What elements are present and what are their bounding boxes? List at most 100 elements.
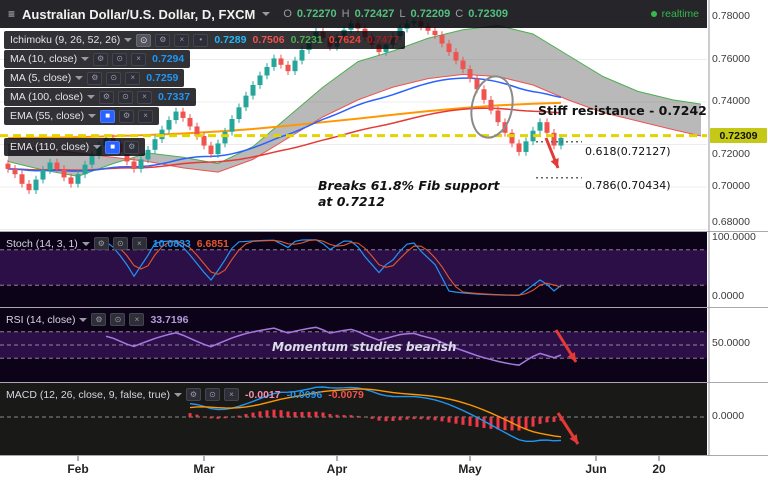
chevron-down-icon[interactable] xyxy=(173,392,182,397)
visibility-icon[interactable]: ⊙ xyxy=(112,237,128,250)
settings-icon[interactable]: ⚙ xyxy=(124,140,140,154)
price-tick: 0.72000 xyxy=(712,148,750,160)
annotation-fib-break[interactable]: Breaks 61.8% Fib support at 0.7212 xyxy=(318,178,500,209)
macd-line-value: -0.0096 xyxy=(286,388,323,401)
low-value: 0.72209 xyxy=(410,8,451,20)
legend-row-ichimoku[interactable]: Ichimoku (9, 26, 52, 26) ⊙ ⚙ × • 0.7289 … xyxy=(4,31,405,49)
chevron-down-icon[interactable] xyxy=(81,241,90,246)
chevron-down-icon[interactable] xyxy=(93,145,102,149)
selected-style-icon[interactable]: ■ xyxy=(105,140,121,154)
price-tick: 0.68000 xyxy=(712,216,750,228)
delete-icon[interactable]: × xyxy=(223,388,239,401)
chevron-down-icon[interactable] xyxy=(75,76,84,80)
settings-icon[interactable]: ⚙ xyxy=(87,71,103,85)
open-label: O xyxy=(283,8,292,20)
visibility-icon[interactable]: ⊙ xyxy=(112,52,128,66)
indicator-label: MA (10, close) xyxy=(10,53,78,65)
stoch-axis-tick: 0.0000 xyxy=(712,290,745,302)
indicator-value: 0.7624 xyxy=(328,34,361,46)
legend-row-ma5[interactable]: MA (5, close) ⚙ ⊙ × 0.7259 xyxy=(4,69,185,87)
stoch-k-value: 10.0833 xyxy=(152,237,191,250)
price-tick: 0.74000 xyxy=(712,95,750,107)
price-tick: 0.76000 xyxy=(712,53,750,65)
macd-signal-value: -0.0079 xyxy=(328,388,364,401)
visibility-icon[interactable]: ⊙ xyxy=(136,33,152,47)
delete-icon[interactable]: × xyxy=(174,33,190,47)
macd-axis-tick: 0.0000 xyxy=(712,410,745,422)
indicator-label: EMA (55, close) xyxy=(10,110,85,122)
realtime-status: realtime xyxy=(650,8,699,20)
delete-icon[interactable]: × xyxy=(125,71,141,85)
indicator-label: MA (5, close) xyxy=(10,72,72,84)
high-value: 0.72427 xyxy=(354,8,395,20)
settings-icon[interactable]: ⚙ xyxy=(91,313,107,326)
settings-icon[interactable]: ⚙ xyxy=(93,237,109,250)
settings-icon[interactable]: ⚙ xyxy=(93,52,109,66)
visibility-icon[interactable]: ⊙ xyxy=(204,388,220,401)
indicator-label: MACD (12, 26, close, 9, false, true) xyxy=(6,388,170,401)
macd-hist-value: -0.0017 xyxy=(244,388,281,401)
visibility-icon[interactable]: ⊙ xyxy=(110,313,126,326)
time-tick: Feb xyxy=(67,462,89,476)
indicator-value: 0.7289 xyxy=(214,34,247,46)
stoch-axis-tick: 100.0000 xyxy=(712,231,756,243)
chart-menu-icon[interactable]: ≡ xyxy=(8,7,16,21)
visibility-icon[interactable]: ⊙ xyxy=(117,90,133,104)
chevron-down-icon[interactable] xyxy=(88,114,97,118)
indicator-label: Stoch (14, 3, 1) xyxy=(6,237,78,250)
indicator-value: 0.7337 xyxy=(157,91,191,103)
indicator-value: 0.7294 xyxy=(152,53,185,65)
legend-row-rsi[interactable]: RSI (14, close) ⚙ ⊙ × 33.7196 xyxy=(6,313,188,326)
chart-header-bar: ≡ Australian Dollar/U.S. Dollar, D, FXCM… xyxy=(0,0,707,28)
legend-row-macd[interactable]: MACD (12, 26, close, 9, false, true) ⚙ ⊙… xyxy=(6,388,364,401)
indicator-label: MA (100, close) xyxy=(10,91,83,103)
indicator-value: 0.7259 xyxy=(146,72,179,84)
settings-icon[interactable]: ⚙ xyxy=(119,109,135,123)
close-value: 0.72309 xyxy=(468,8,508,20)
delete-icon[interactable]: × xyxy=(131,237,147,250)
visibility-icon[interactable]: ⊙ xyxy=(106,71,122,85)
symbol-title[interactable]: Australian Dollar/U.S. Dollar, D, FXCM xyxy=(22,6,256,22)
chevron-down-icon[interactable] xyxy=(124,38,133,42)
realtime-dot-icon xyxy=(650,11,657,17)
legend-row-ema55[interactable]: EMA (55, close) ■ ⚙ × xyxy=(4,107,160,125)
time-tick: 20 xyxy=(652,462,666,476)
annotation-fib-786[interactable]: 0.786(0.70434) xyxy=(585,179,671,192)
delete-icon[interactable]: × xyxy=(138,109,154,123)
delete-icon[interactable]: × xyxy=(131,52,147,66)
legend-row-ma10[interactable]: MA (10, close) ⚙ ⊙ × 0.7294 xyxy=(4,50,191,68)
low-label: L xyxy=(399,8,406,20)
legend-row-ema110[interactable]: EMA (110, close) ■ ⚙ xyxy=(4,138,146,156)
indicator-value: 0.7231 xyxy=(290,34,323,46)
annotation-resistance[interactable]: Stiff resistance - 0.7242 xyxy=(538,103,707,118)
annotation-momentum[interactable]: Momentum studies bearish xyxy=(272,340,457,354)
time-tick: Apr xyxy=(326,462,348,476)
ohlc-readout: O 0.72270 H 0.72427 L 0.72209 C 0.72309 xyxy=(283,8,508,20)
indicator-label: EMA (110, close) xyxy=(10,141,90,153)
legend-row-ma100[interactable]: MA (100, close) ⚙ ⊙ × 0.7337 xyxy=(4,88,197,106)
stoch-d-value: 6.6851 xyxy=(196,237,229,250)
more-icon[interactable]: • xyxy=(193,33,209,47)
annotation-fib-618[interactable]: 0.618(0.72127) xyxy=(585,145,671,158)
selected-style-icon[interactable]: ■ xyxy=(100,109,116,123)
indicator-label: Ichimoku (9, 26, 52, 26) xyxy=(10,34,121,46)
close-label: C xyxy=(455,8,464,20)
delete-icon[interactable]: × xyxy=(129,313,145,326)
price-tick: 0.70000 xyxy=(712,180,750,192)
settings-icon[interactable]: ⚙ xyxy=(155,33,171,47)
settings-icon[interactable]: ⚙ xyxy=(185,388,201,401)
legend-row-stoch[interactable]: Stoch (14, 3, 1) ⚙ ⊙ × 10.0833 6.6851 xyxy=(6,237,229,250)
settings-icon[interactable]: ⚙ xyxy=(98,90,114,104)
delete-icon[interactable]: × xyxy=(136,90,152,104)
chevron-down-icon[interactable] xyxy=(262,12,271,16)
chevron-down-icon[interactable] xyxy=(79,317,88,322)
indicator-value: 0.7477 xyxy=(366,34,399,46)
rsi-axis-tick: 50.0000 xyxy=(712,337,750,349)
chevron-down-icon[interactable] xyxy=(81,57,90,61)
chevron-down-icon[interactable] xyxy=(86,95,95,99)
time-tick: Jun xyxy=(585,462,607,476)
price-tick: 0.78000 xyxy=(712,10,750,22)
high-label: H xyxy=(341,8,350,20)
